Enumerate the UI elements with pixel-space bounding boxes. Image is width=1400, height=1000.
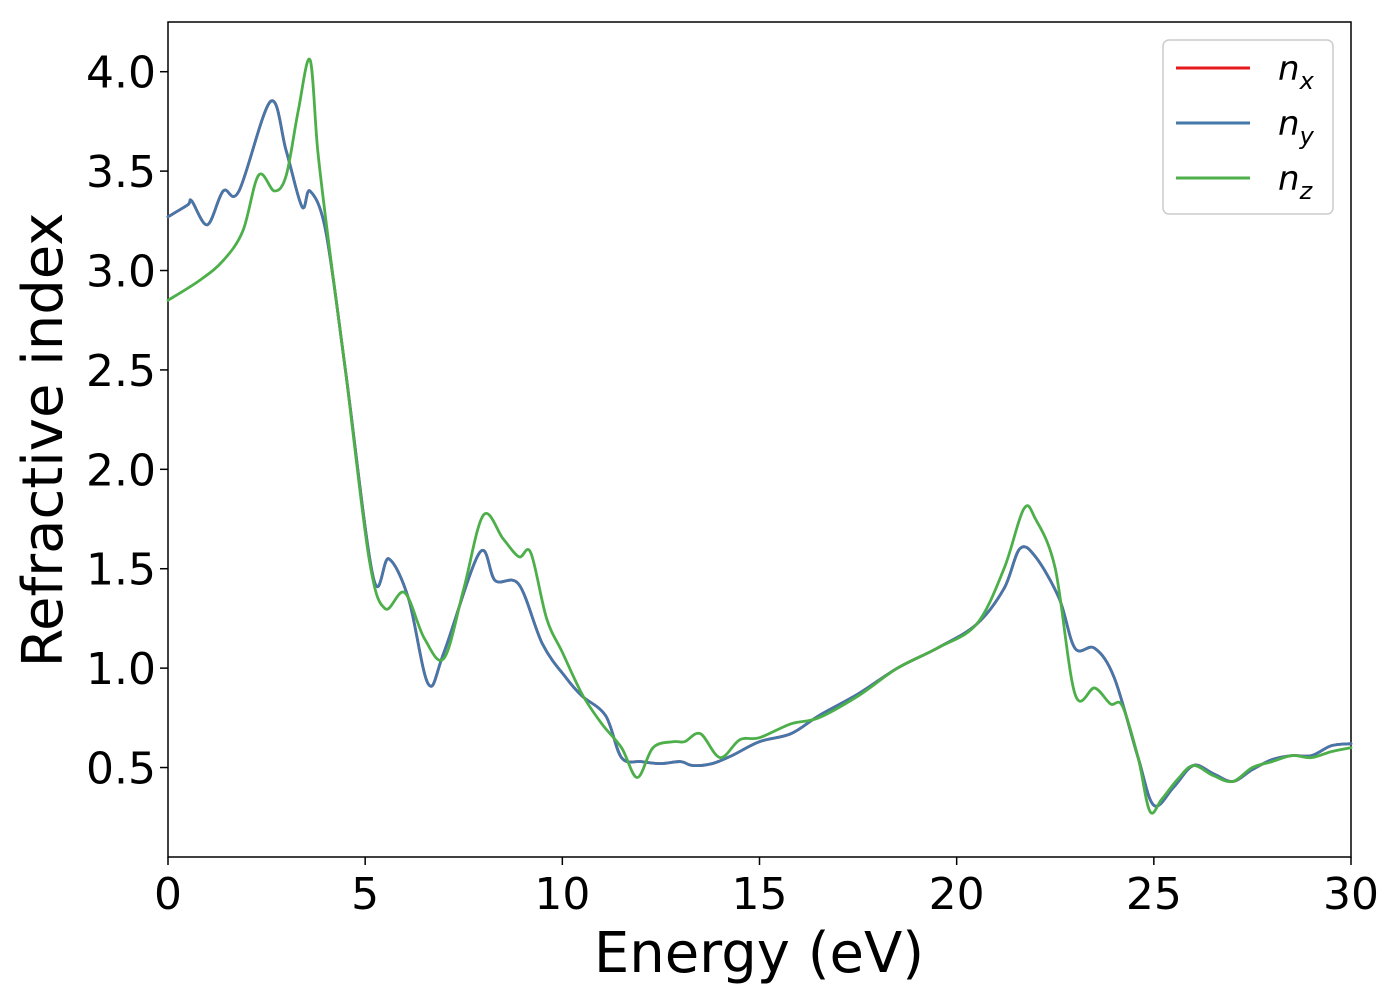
legend-label-base: n (1278, 104, 1300, 144)
legend-label-subscript: y (1299, 122, 1315, 150)
legend-box (1162, 39, 1334, 215)
y-tick-label: 2.5 (86, 346, 156, 397)
x-tick-label: 30 (1323, 869, 1379, 920)
series-layer (166, 57, 1353, 815)
x-tick-label: 20 (929, 869, 985, 920)
legend-label-subscript: z (1299, 177, 1314, 205)
plot-area (167, 21, 1352, 858)
y-tick-label: 1.0 (86, 644, 156, 695)
legend-label: ny (1278, 104, 1315, 150)
x-tick-label: 10 (534, 869, 590, 920)
x-tick-label: 25 (1126, 869, 1182, 920)
y-tick-label: 2.0 (86, 445, 156, 496)
y-axis-title: Refractive index (11, 213, 76, 668)
y-tick-label: 0.5 (86, 744, 156, 795)
legend-label-subscript: x (1299, 67, 1315, 95)
x-tick-label: 0 (154, 869, 182, 920)
y-tick-label: 4.0 (86, 48, 156, 99)
x-tick-label: 5 (351, 869, 379, 920)
legend-label: nx (1278, 49, 1315, 95)
x-tick-label: 15 (732, 869, 788, 920)
y-tick-label: 3.5 (86, 147, 156, 198)
y-tick-label: 1.5 (86, 545, 156, 596)
x-axis: 0 5 10 15 20 25 30 (154, 857, 1379, 920)
series-line-n-z (166, 57, 1353, 815)
legend-label-base: n (1278, 49, 1300, 89)
legend-label: nz (1278, 159, 1314, 205)
x-axis-title: Energy (eV) (594, 921, 924, 986)
y-tick-label: 3.0 (86, 247, 156, 298)
legend-label-base: n (1278, 159, 1300, 199)
y-axis: 0.5 1.0 1.5 2.0 2.5 3.0 3.5 4.0 (86, 48, 168, 795)
